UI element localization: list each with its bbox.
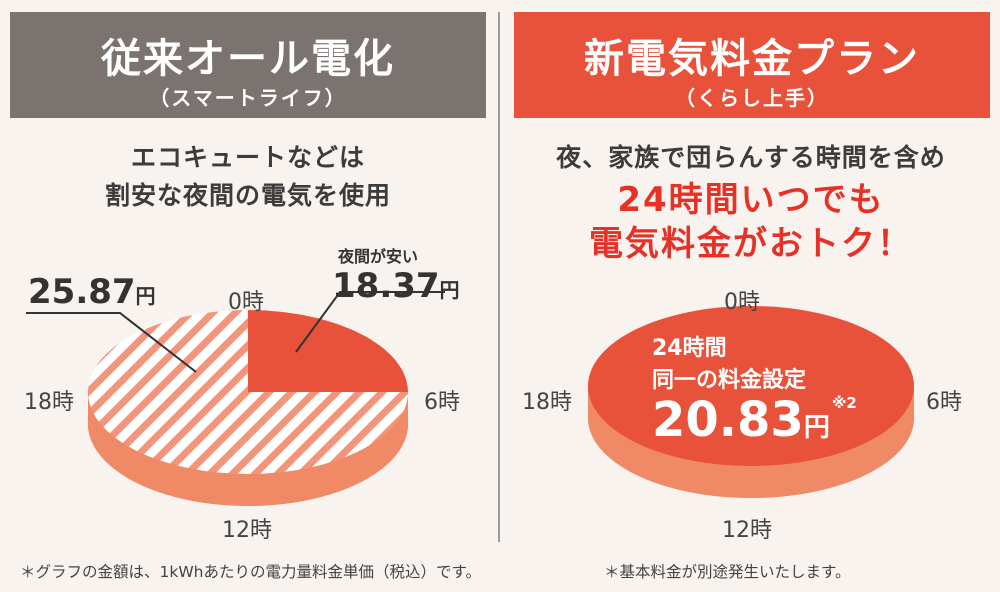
conventional-title: 従来オール電化 <box>101 36 395 82</box>
conventional-hour-18: 18時 <box>24 390 74 415</box>
conventional-hour-0: 0時 <box>228 290 264 315</box>
new-plan-pie-chart <box>588 306 914 498</box>
new-plan-header: 新電気料金プラン （くらし上手） <box>514 12 990 118</box>
new-plan-hour-0: 0時 <box>724 290 760 315</box>
conventional-night-price: 18.37円 <box>332 266 460 306</box>
conventional-header: 従来オール電化 （スマートライフ） <box>10 12 486 118</box>
conventional-subtitle: （スマートライフ） <box>149 86 347 110</box>
new-plan-description: 夜、家族で団らんする時間を含め <box>556 143 946 172</box>
new-plan-hour-6: 6時 <box>926 390 962 415</box>
flat-price-unit: 円 <box>803 413 830 443</box>
flat-rate-line-2: 同一の料金設定 <box>652 368 807 393</box>
flat-rate-line-1: 24時間 <box>652 336 727 361</box>
conventional-description-1: エコキュートなどは <box>130 143 365 172</box>
conventional-hour-12: 12時 <box>222 518 272 543</box>
panel-conventional: 従来オール電化 （スマートライフ） エコキュートなどは 割安な夜間の電気を使用 … <box>0 0 496 548</box>
new-plan-title: 新電気料金プラン <box>584 36 920 82</box>
footer-note-2: ＊基本料金が別途発生いたします。 <box>604 563 851 581</box>
new-plan-subtitle: （くらし上手） <box>675 86 829 110</box>
conventional-hour-6: 6時 <box>424 390 460 415</box>
panel-divider <box>498 12 500 542</box>
conventional-description-2: 割安な夜間の電気を使用 <box>104 181 391 210</box>
new-plan-highlight-1: 24時間いつでも <box>617 180 885 220</box>
new-plan-highlight-2: 電気料金がおトク！ <box>589 224 913 264</box>
night-price-value: 18.37 <box>332 266 440 306</box>
new-plan-pie-top <box>588 306 914 466</box>
new-plan-hour-18: 18時 <box>522 390 572 415</box>
day-price-unit: 円 <box>135 284 156 308</box>
panel-new-plan: 新電気料金プラン （くらし上手） 夜、家族で団らんする時間を含め 24時間いつで… <box>502 0 1000 548</box>
day-price-value: 25.87 <box>28 272 136 312</box>
flat-rate-price: 20.83円※2 <box>652 392 857 448</box>
new-plan-hour-12: 12時 <box>722 518 772 543</box>
flat-price-value: 20.83 <box>652 392 804 448</box>
night-cheap-label: 夜間が安い <box>338 247 419 266</box>
night-price-unit: 円 <box>439 278 460 302</box>
conventional-pie-night-slice <box>248 310 408 392</box>
conventional-day-price: 25.87円 <box>28 272 156 312</box>
footer-note-1: ＊グラフの金額は、1kWhあたりの電力量料金単価（税込）です。 <box>20 563 481 581</box>
flat-price-note: ※2 <box>831 394 857 412</box>
conventional-pie-chart <box>26 291 445 506</box>
